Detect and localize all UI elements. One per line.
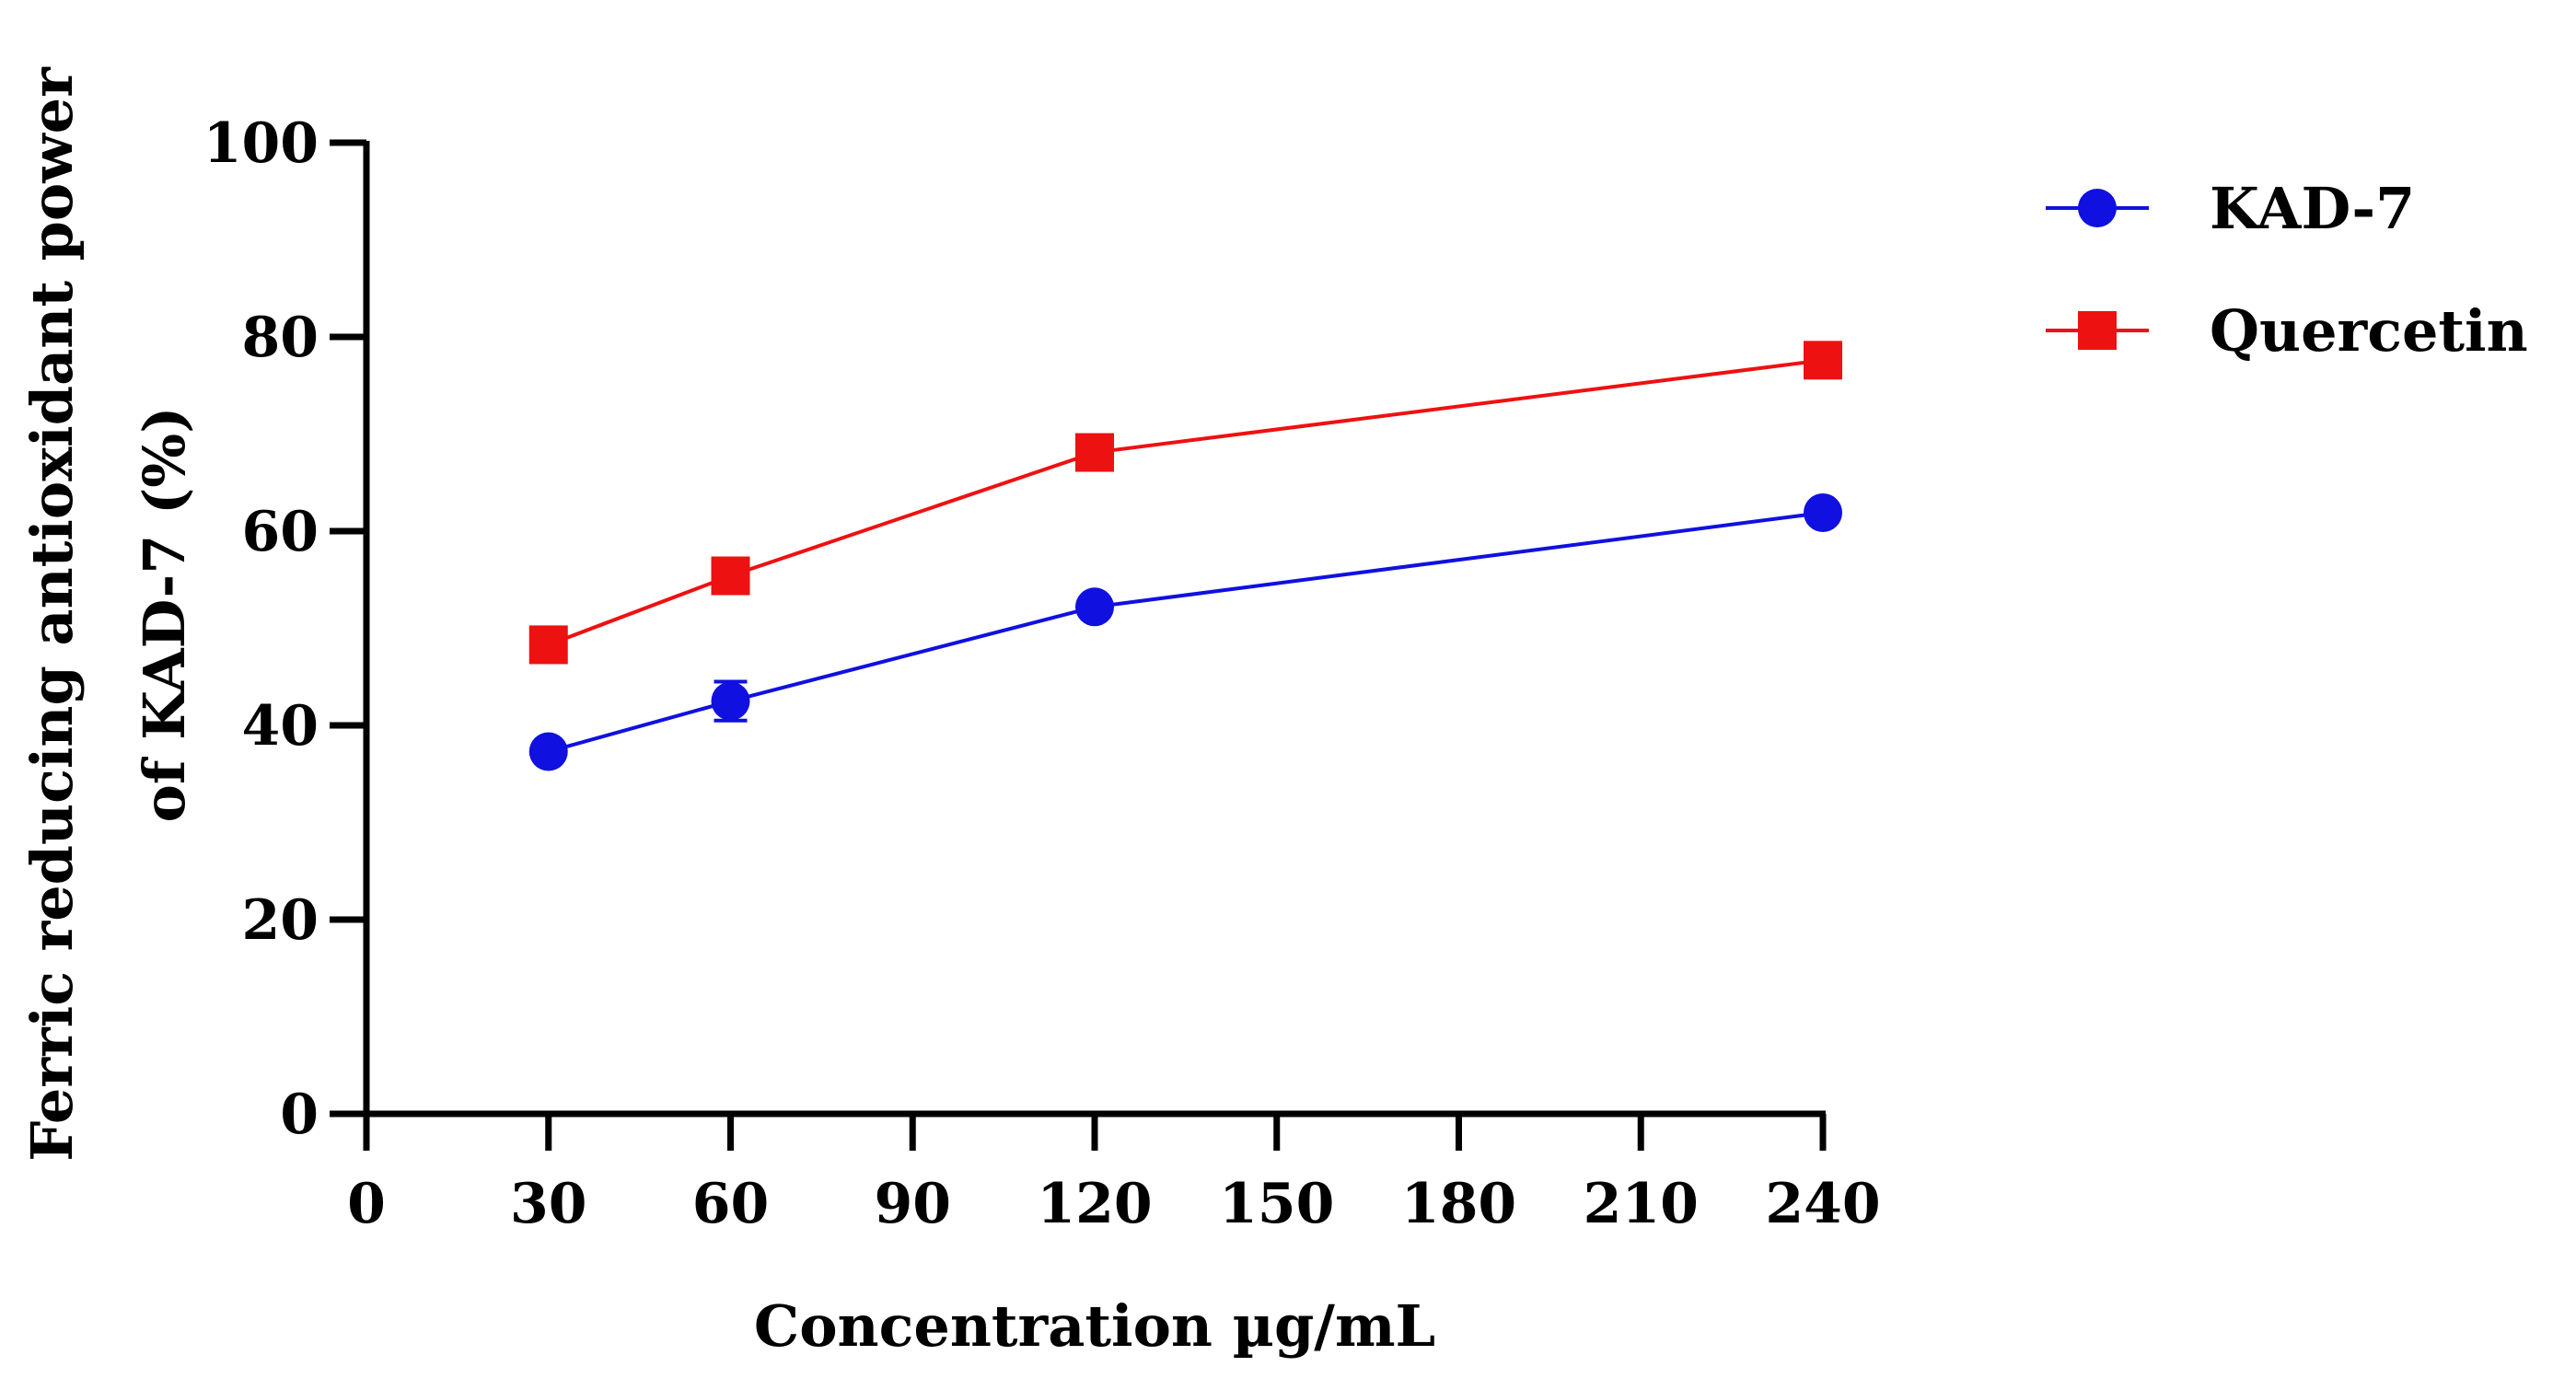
- y-axis-title-line2: of KAD-7 (%): [131, 406, 198, 822]
- x-tick-label: 210: [1584, 1172, 1699, 1236]
- x-axis-title: Concentration µg/mL: [754, 1292, 1435, 1360]
- legend-entry: KAD-7: [2046, 175, 2415, 242]
- y-tick-label: 0: [280, 1083, 319, 1147]
- data-point: [1075, 433, 1114, 472]
- x-tick-label: 150: [1219, 1172, 1334, 1236]
- data-point: [1804, 492, 1842, 532]
- y-tick-label: 60: [242, 500, 319, 564]
- y-tick-label: 40: [242, 694, 319, 759]
- series-layer: [528, 341, 1842, 771]
- series-line: [548, 358, 1824, 647]
- series-quercetin: [528, 341, 1842, 665]
- y-tick-label: 20: [242, 888, 319, 953]
- legend-entry: Quercetin: [2046, 297, 2528, 365]
- data-point: [1804, 341, 1842, 380]
- legend-label: KAD-7: [2210, 175, 2415, 242]
- x-tick-label: 0: [347, 1172, 386, 1236]
- data-point: [528, 732, 568, 771]
- legend-marker: [2078, 311, 2117, 350]
- series-kad-7: [528, 492, 1842, 771]
- x-tick-label: 90: [875, 1172, 952, 1236]
- x-tick-label: 180: [1401, 1172, 1516, 1236]
- x-tick-label: 120: [1037, 1172, 1152, 1236]
- y-tick-label: 80: [242, 306, 319, 370]
- data-point: [528, 625, 568, 665]
- x-tick-label: 240: [1765, 1172, 1880, 1236]
- data-point: [1075, 587, 1114, 627]
- legend-marker: [2078, 189, 2117, 227]
- data-point: [711, 556, 750, 596]
- legend: KAD-7 Quercetin: [2046, 175, 2528, 365]
- x-tick-label: 60: [692, 1172, 770, 1236]
- y-axis-title-line1: Ferric reducing antioxidant power: [18, 66, 86, 1162]
- axes: 0 20 40 60 80 100 0 30 60 90 120 150 180 210 240: [203, 111, 1881, 1236]
- series-line: [548, 510, 1824, 754]
- y-tick-label: 100: [203, 111, 319, 176]
- data-point: [711, 681, 750, 721]
- x-tick-label: 30: [510, 1172, 587, 1236]
- legend-label: Quercetin: [2210, 297, 2528, 365]
